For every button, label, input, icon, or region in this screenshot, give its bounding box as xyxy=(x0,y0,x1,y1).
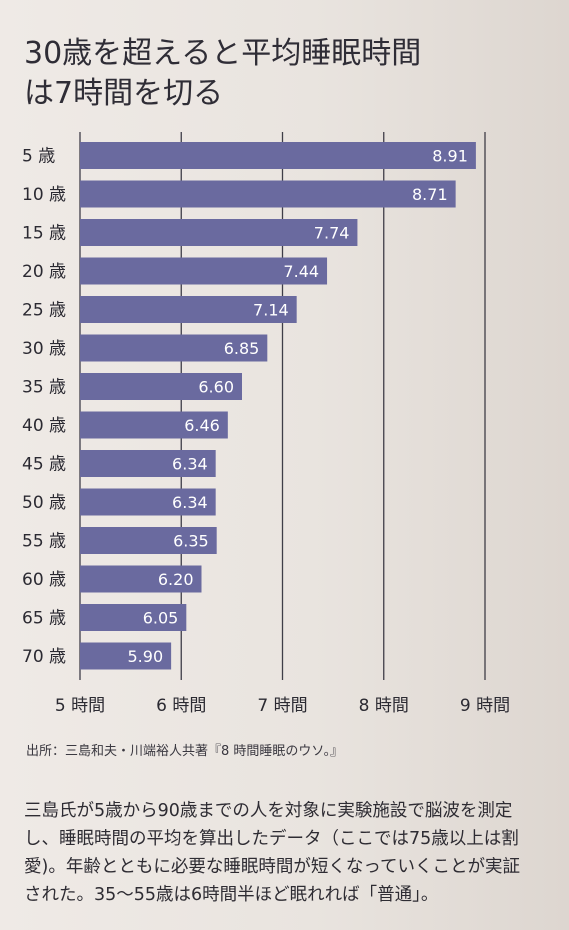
category-label: 60 歳 xyxy=(22,570,66,590)
value-label: 6.35 xyxy=(173,532,209,551)
value-label: 7.14 xyxy=(253,301,289,320)
x-tick-label: 8 時間 xyxy=(359,696,409,716)
description-line-1: 三島氏が5歳から90歳までの人を対象に実験施設で脳波を測定 xyxy=(24,801,513,821)
bar xyxy=(80,488,216,516)
bar xyxy=(80,411,228,439)
value-label: 5.90 xyxy=(128,647,164,666)
category-label: 55 歳 xyxy=(22,532,66,552)
category-label: 20 歳 xyxy=(22,262,66,282)
value-label: 7.44 xyxy=(283,262,319,281)
category-label: 10 歳 xyxy=(22,185,66,205)
value-label: 6.85 xyxy=(224,339,260,358)
category-label: 40 歳 xyxy=(22,416,66,436)
category-label: 65 歳 xyxy=(22,609,66,629)
category-label: 15 歳 xyxy=(22,224,66,244)
value-label: 6.60 xyxy=(198,378,234,397)
category-label: 50 歳 xyxy=(22,493,66,513)
bar xyxy=(80,219,358,246)
value-label: 6.34 xyxy=(172,455,208,474)
description-text: 三島氏が5歳から90歳までの人を対象に実験施設で脳波を測定 し、睡眠時間の平均を… xyxy=(24,797,552,909)
value-label: 6.20 xyxy=(158,570,194,589)
chart-title-line-1: 30歳を超えると平均睡眠時間 xyxy=(24,36,422,71)
description-line-3: 愛)。年齢とともに必要な睡眠時間が短くなっていくことが実証 xyxy=(24,857,520,877)
description-line-2: し、睡眠時間の平均を算出したデータ（ここでは75歳以上は割 xyxy=(24,829,519,849)
bar xyxy=(80,180,456,208)
x-tick-label: 7 時間 xyxy=(257,696,307,716)
bar xyxy=(80,604,187,631)
bar xyxy=(80,334,268,362)
value-label: 6.05 xyxy=(143,609,179,628)
bar xyxy=(80,565,202,593)
value-label: 7.74 xyxy=(314,224,350,243)
chart-title: 30歳を超えると平均睡眠時間 は7時間を切る xyxy=(24,34,494,114)
source-citation: 出所：三島和夫・川端裕人共著『8 時間睡眠のウソ。』 xyxy=(26,744,344,759)
value-label: 6.46 xyxy=(184,416,220,435)
bar xyxy=(80,142,476,169)
value-label: 6.34 xyxy=(172,493,208,512)
chart-title-line-2: は7時間を切る xyxy=(24,76,224,111)
x-tick-label: 6 時間 xyxy=(156,696,206,716)
description-line-4: された。35〜55歳は6時間半ほど眠れれば「普通」。 xyxy=(24,885,439,905)
category-label: 5 歳 xyxy=(22,147,55,167)
category-label: 70 歳 xyxy=(22,647,66,667)
category-label: 45 歳 xyxy=(22,455,66,475)
x-tick-label: 5 時間 xyxy=(55,696,105,716)
bar xyxy=(80,296,297,323)
value-label: 8.91 xyxy=(432,147,468,166)
bar xyxy=(80,642,172,670)
x-tick-label: 9 時間 xyxy=(460,696,510,716)
bar xyxy=(80,527,217,554)
category-label: 35 歳 xyxy=(22,378,66,398)
bar xyxy=(80,373,242,400)
category-label: 25 歳 xyxy=(22,301,66,321)
category-label: 30 歳 xyxy=(22,339,66,359)
bar xyxy=(80,450,216,477)
bar xyxy=(80,257,328,285)
value-label: 8.71 xyxy=(412,185,448,204)
